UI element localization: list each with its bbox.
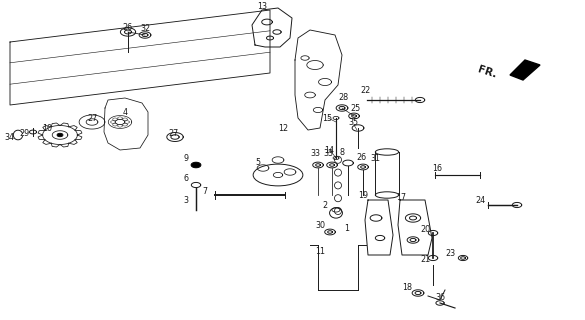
- Text: 6: 6: [183, 173, 188, 182]
- Polygon shape: [252, 8, 292, 47]
- Text: 28: 28: [338, 92, 348, 101]
- Text: 33: 33: [323, 148, 333, 157]
- Text: FR.: FR.: [477, 64, 498, 80]
- Text: 20: 20: [420, 226, 430, 235]
- Text: 18: 18: [402, 283, 412, 292]
- Text: 11: 11: [315, 247, 325, 257]
- Text: 36: 36: [435, 293, 445, 302]
- Text: 14: 14: [324, 146, 334, 155]
- Text: 34: 34: [4, 132, 14, 141]
- Text: 15: 15: [322, 114, 332, 123]
- Text: 31: 31: [370, 154, 380, 163]
- Text: 21: 21: [420, 255, 430, 265]
- Text: 16: 16: [432, 164, 442, 172]
- Polygon shape: [104, 98, 148, 150]
- Text: 23: 23: [445, 249, 455, 258]
- Polygon shape: [510, 60, 540, 80]
- Text: 22: 22: [360, 85, 370, 94]
- Text: 13: 13: [257, 2, 267, 11]
- Ellipse shape: [253, 164, 303, 186]
- Text: 1: 1: [344, 223, 349, 233]
- Text: 27: 27: [88, 114, 98, 123]
- Ellipse shape: [376, 192, 399, 198]
- Text: 17: 17: [396, 193, 406, 202]
- Text: 12: 12: [278, 124, 288, 132]
- Text: 9: 9: [184, 154, 189, 163]
- Polygon shape: [295, 30, 342, 130]
- Text: 10: 10: [42, 124, 52, 132]
- Text: 24: 24: [475, 196, 485, 204]
- Text: 30: 30: [315, 220, 325, 229]
- Text: 4: 4: [123, 108, 128, 116]
- Text: 26: 26: [122, 22, 132, 31]
- Text: 19: 19: [358, 190, 368, 199]
- Text: 35: 35: [348, 117, 358, 126]
- Text: 33: 33: [310, 148, 320, 157]
- Polygon shape: [191, 163, 201, 168]
- Polygon shape: [365, 200, 393, 255]
- Text: 7: 7: [202, 188, 207, 196]
- Text: 2: 2: [322, 201, 327, 210]
- Text: 26: 26: [356, 153, 366, 162]
- Text: 5: 5: [255, 157, 260, 166]
- Text: 32: 32: [140, 23, 150, 33]
- Text: 27: 27: [168, 129, 178, 138]
- Polygon shape: [57, 133, 63, 136]
- Text: 3: 3: [183, 196, 188, 204]
- Text: 8: 8: [340, 148, 345, 156]
- Text: 25: 25: [350, 103, 360, 113]
- Text: 29: 29: [20, 129, 30, 138]
- Polygon shape: [398, 200, 432, 255]
